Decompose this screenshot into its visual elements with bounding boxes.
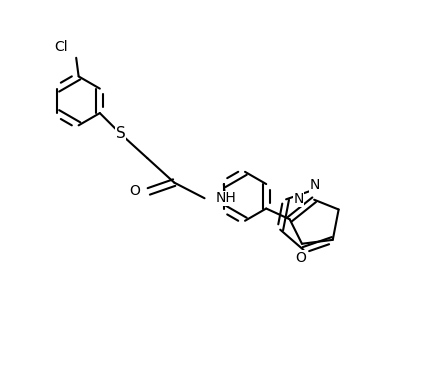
Text: O: O [296,251,306,265]
Text: N: N [293,192,304,206]
Text: O: O [129,184,140,198]
Text: S: S [116,126,125,141]
Text: Cl: Cl [54,40,67,54]
Text: NH: NH [215,191,236,205]
Text: N: N [310,178,320,192]
